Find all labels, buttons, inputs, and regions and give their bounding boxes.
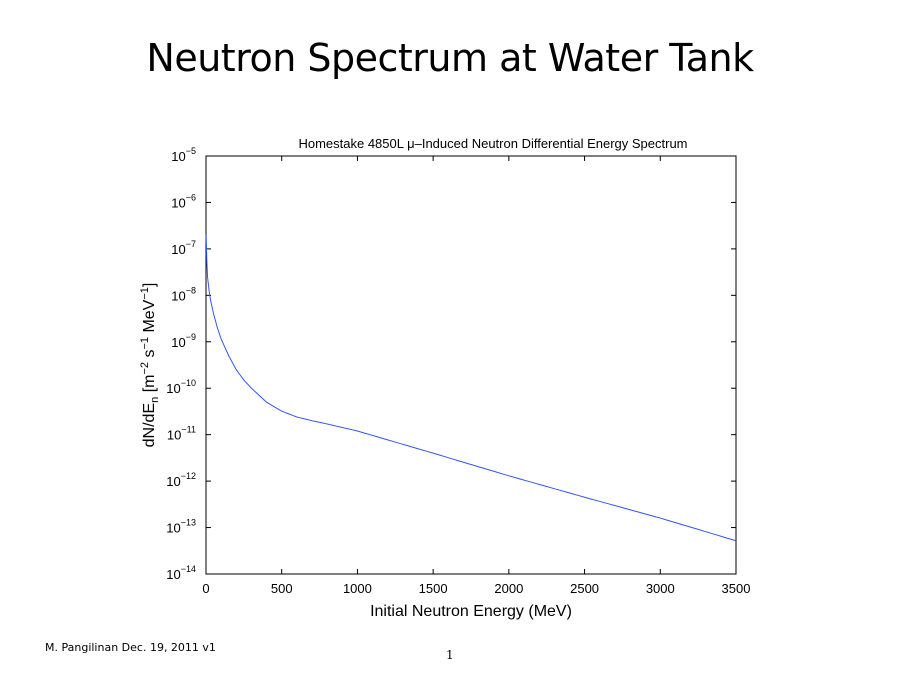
slide-title: Neutron Spectrum at Water Tank	[146, 36, 754, 80]
x-tick-label: 1500	[419, 581, 448, 596]
chart-title: Homestake 4850L μ–Induced Neutron Differ…	[298, 136, 687, 151]
y-tick-label: 10−8	[171, 285, 196, 303]
y-tick-label: 10−11	[167, 425, 196, 443]
y-tick-label: 10−5	[171, 146, 196, 164]
x-tick-label: 2500	[570, 581, 599, 596]
y-tick-label: 10−12	[166, 471, 196, 489]
y-tick-label: 10−13	[166, 518, 196, 536]
page-number: 1	[446, 648, 454, 662]
y-tick-label: 10−7	[171, 239, 196, 257]
footer-author: M. Pangilinan Dec. 19, 2011 v1	[45, 641, 216, 654]
x-tick-label: 1000	[343, 581, 372, 596]
y-axis-label: dN/dEn [m−2 s−1 MeV−1]	[139, 283, 161, 448]
x-axis-label: Initial Neutron Energy (MeV)	[370, 603, 572, 620]
y-tick-label: 10−9	[171, 332, 196, 350]
y-axis: 10−14 10−13 10−12 10−11 10−10 10−9 10−8 10−7 10−…	[166, 146, 736, 582]
series-line-spectrum	[205, 234, 737, 542]
y-tick-label: 10−10	[166, 378, 196, 396]
x-tick-label: 3500	[722, 581, 751, 596]
x-tick-label: 500	[271, 581, 293, 596]
x-tick-label: 2000	[494, 581, 523, 596]
y-tick-label: 10−6	[171, 192, 196, 210]
x-axis: 0 500 1000 1500 2000 2500 3000 3500	[202, 156, 750, 596]
y-tick-label: 10−14	[166, 564, 196, 582]
x-tick-label: 3000	[646, 581, 675, 596]
x-tick-label: 0	[202, 581, 209, 596]
plot-frame	[205, 155, 737, 575]
